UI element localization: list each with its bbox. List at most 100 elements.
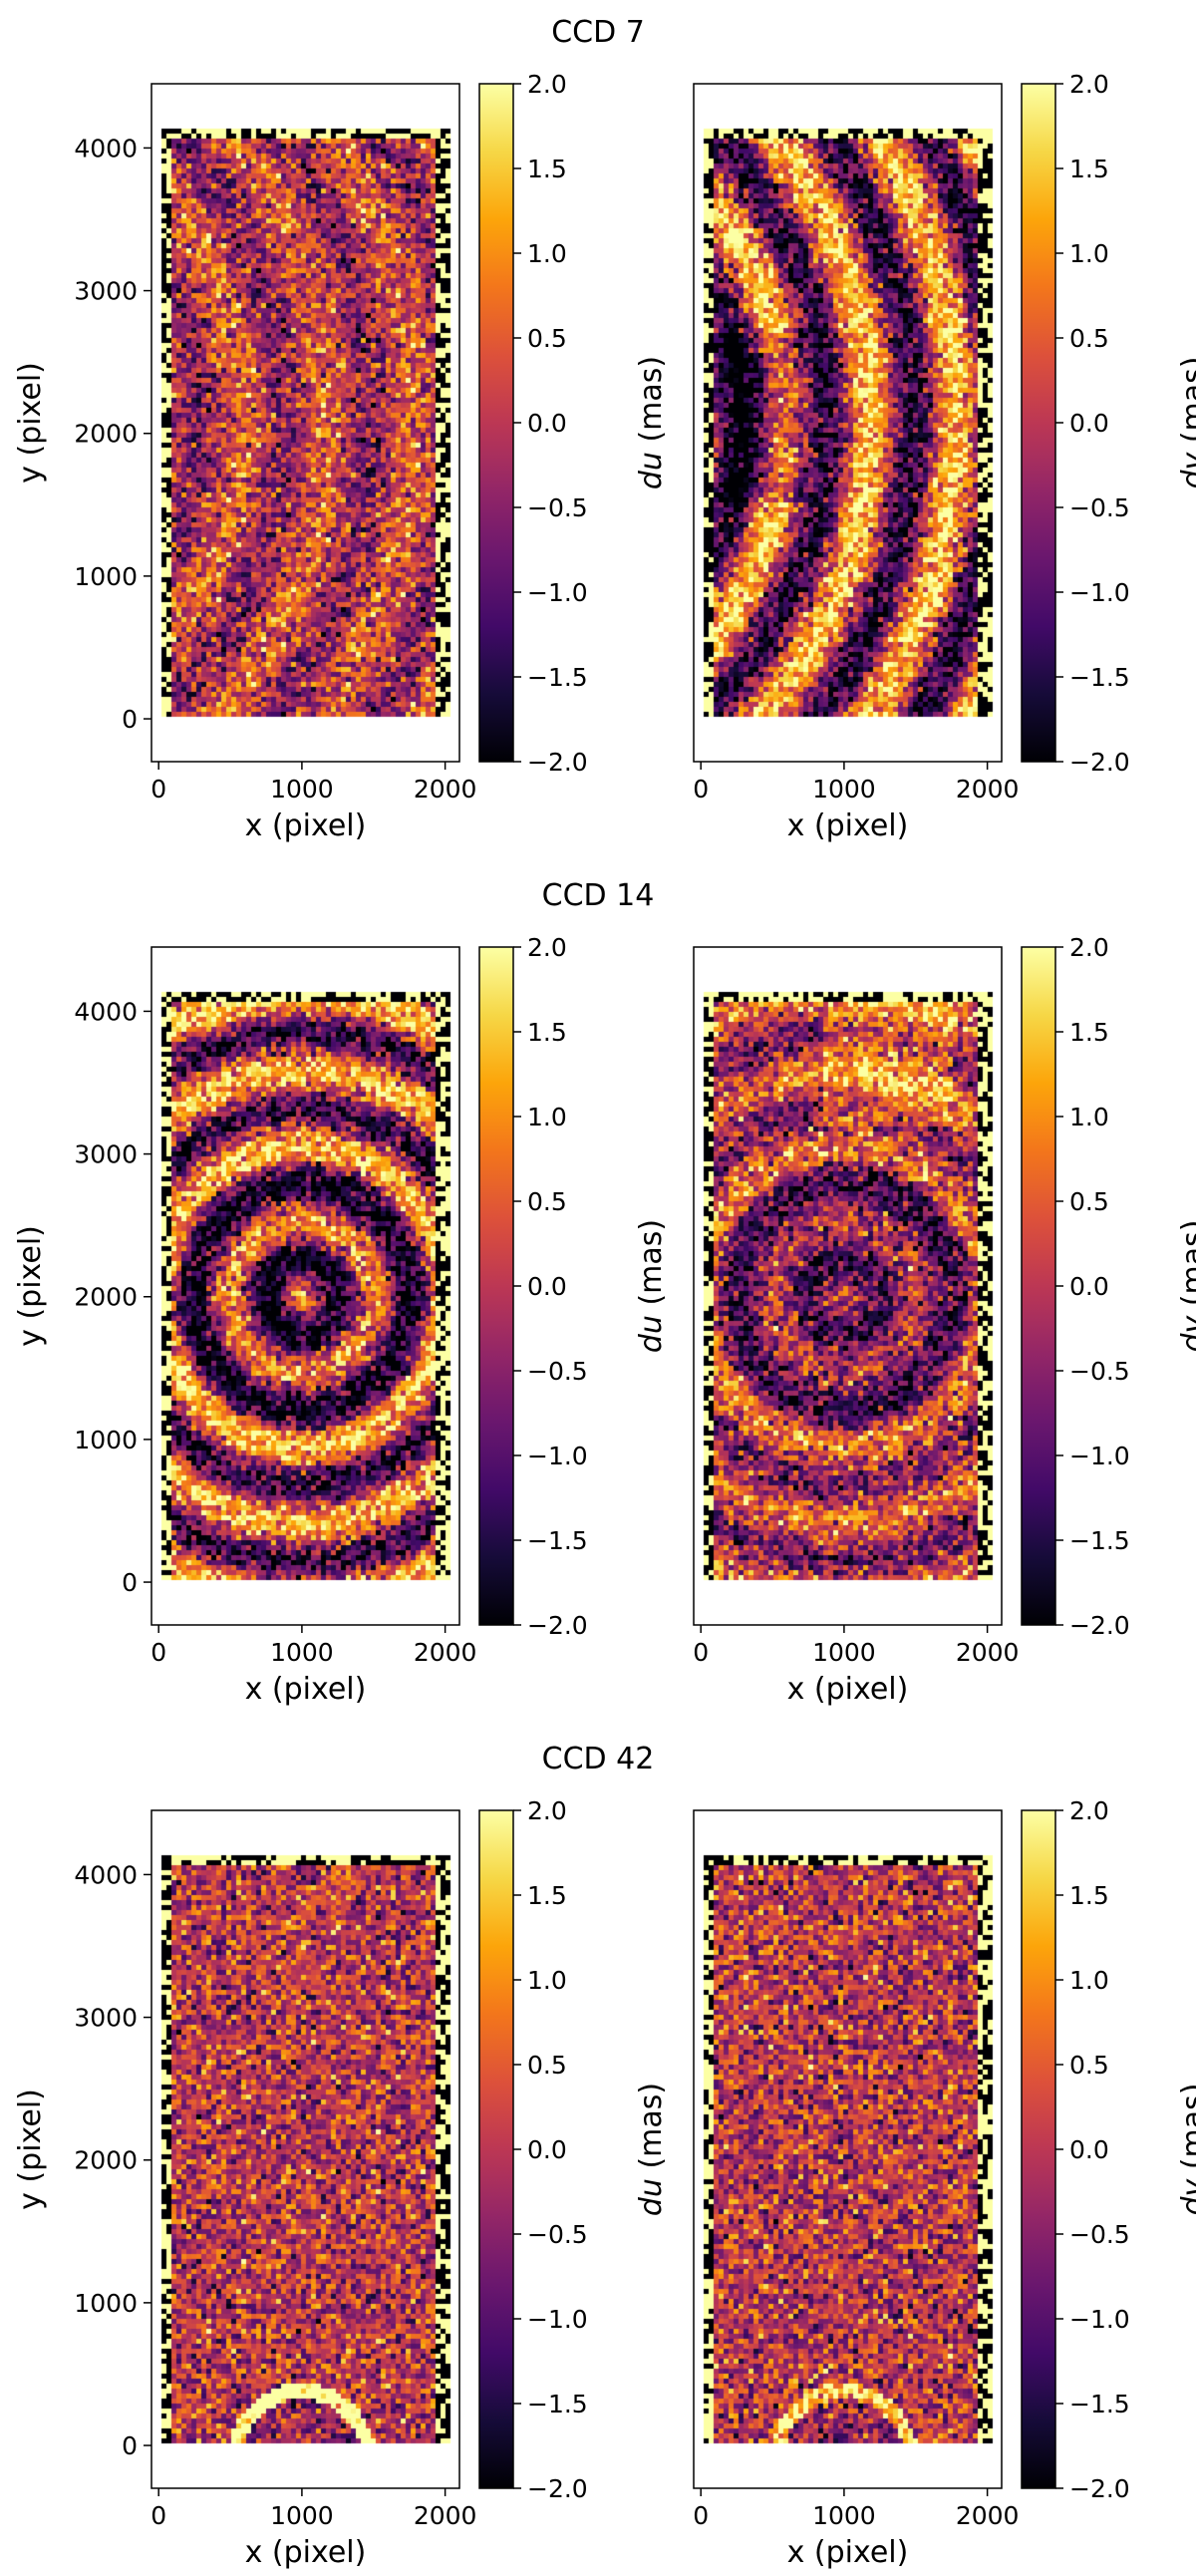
colorbar-tick-label: 0.5	[527, 324, 567, 353]
x-axis-label: x (pixel)	[787, 808, 909, 843]
y-tick-label: 0	[122, 2431, 138, 2460]
subplot-dv: 0 1000 2000 x (pixel) 2.0 1.5 1.0 0.5 0.0 −0.5 −1.…	[693, 70, 1196, 843]
colorbar-tick-label: −1.5	[1069, 2390, 1130, 2418]
panel-ccd-42: CCD 42 0 1000 2000 x (pixel) 0 1000 2000 3000 400…	[13, 1742, 1196, 2570]
colorbar-tick-label: −2.0	[527, 748, 588, 777]
subplot-du: 0 1000 2000 x (pixel) 0 1000 2000 3000 4000 y (pi…	[13, 933, 669, 1707]
x-axis-label: x (pixel)	[245, 808, 367, 843]
colorbar-tick-label: 1.5	[1069, 1881, 1109, 1910]
axes-frame	[693, 946, 1003, 1626]
colorbar-tick-label: 2.0	[1069, 1796, 1109, 1825]
colorbar	[478, 83, 514, 763]
colorbar	[478, 1809, 514, 2489]
colorbar	[1021, 1809, 1056, 2489]
colorbar-tick-label: −0.5	[527, 493, 588, 522]
heatmap-image	[694, 1810, 1002, 2488]
colorbar	[1021, 83, 1056, 763]
colorbar-label-unit: (mas)	[634, 2083, 669, 2178]
colorbar-tick-label: −1.0	[1069, 1442, 1130, 1470]
x-tick-label: 2000	[414, 775, 477, 804]
colorbar-tick-label: −0.5	[1069, 493, 1130, 522]
colorbar-label-variable: du	[634, 1315, 669, 1353]
colorbar-tick-label: 1.5	[1069, 155, 1109, 183]
heatmap-image	[694, 84, 1002, 762]
colorbar-tick-label: −1.0	[1069, 2305, 1130, 2334]
colorbar-tick-label: −1.5	[527, 663, 588, 692]
colorbar-tick-label: 2.0	[527, 1796, 567, 1825]
y-tick-label: 3000	[74, 277, 138, 306]
colorbar-tick-label: −0.5	[1069, 1357, 1130, 1386]
colorbar-tick-label: −2.0	[527, 1611, 588, 1640]
x-tick-label: 2000	[956, 2501, 1020, 2530]
x-tick-label: 2000	[414, 1638, 477, 1667]
subplot-dv: 0 1000 2000 x (pixel) 2.0 1.5 1.0 0.5 0.0 −0.5 −1.…	[693, 933, 1196, 1707]
colorbar-label-variable: dv	[1176, 1314, 1196, 1352]
colorbar-tick-label: 1.0	[1069, 1966, 1109, 1995]
colorbar-label: dv (mas)	[1176, 2084, 1196, 2216]
colorbar-tick-label: 1.0	[527, 1966, 567, 1995]
colorbar-tick-label: 0.0	[527, 1272, 567, 1301]
colorbar-label-variable: du	[634, 2178, 669, 2216]
x-axis-label: x (pixel)	[245, 2535, 367, 2570]
x-tick-label: 1000	[812, 2501, 876, 2530]
axes-frame	[693, 1809, 1003, 2489]
colorbar-label: du (mas)	[634, 1219, 669, 1353]
x-tick-label: 0	[150, 2501, 166, 2530]
x-tick-label: 0	[150, 775, 166, 804]
colorbar-label: dv (mas)	[1176, 357, 1196, 489]
colorbar-label-variable: dv	[1176, 2177, 1196, 2215]
colorbar-label-unit: (mas)	[1176, 2084, 1196, 2179]
heatmap-image	[151, 84, 459, 762]
colorbar-label: du (mas)	[634, 2083, 669, 2216]
colorbar-tick-label: 2.0	[1069, 70, 1109, 99]
colorbar-tick-label: −2.0	[1069, 1611, 1130, 1640]
y-axis-label: y (pixel)	[13, 1225, 48, 1347]
subplot-dv: 0 1000 2000 x (pixel) 2.0 1.5 1.0 0.5 0.0 −0.5 −1.…	[693, 1796, 1196, 2570]
x-axis-label: x (pixel)	[787, 2535, 909, 2570]
y-tick-label: 1000	[74, 562, 138, 591]
heatmap-image	[694, 947, 1002, 1625]
x-tick-label: 1000	[270, 775, 334, 804]
colorbar-tick-label: 0.0	[527, 2135, 567, 2164]
colorbar-tick-label: 0.0	[1069, 409, 1109, 438]
colorbar-tick-label: −1.5	[1069, 1526, 1130, 1555]
colorbar-label: dv (mas)	[1176, 1220, 1196, 1353]
colorbar-label-unit: (mas)	[1176, 357, 1196, 453]
colorbar-tick-label: −0.5	[527, 1357, 588, 1386]
x-axis-label: x (pixel)	[245, 1672, 367, 1707]
colorbar-tick-label: −1.5	[527, 2390, 588, 2418]
x-tick-label: 2000	[414, 2501, 477, 2530]
colorbar-tick-label: 1.5	[527, 155, 567, 183]
colorbar-tick-label: −2.0	[1069, 2474, 1130, 2503]
colorbar-tick-label: 0.5	[527, 1187, 567, 1216]
colorbar-label-unit: (mas)	[634, 1219, 669, 1315]
colorbar-tick-label: 1.5	[527, 1018, 567, 1047]
axes-frame	[150, 1809, 460, 2489]
x-axis-label: x (pixel)	[787, 1672, 909, 1707]
y-tick-label: 0	[122, 705, 138, 734]
colorbar-tick-label: 0.0	[1069, 2135, 1109, 2164]
x-tick-label: 1000	[270, 1638, 334, 1667]
colorbar-tick-label: −0.5	[1069, 2220, 1130, 2249]
colorbar-label-variable: dv	[1176, 451, 1196, 488]
x-tick-label: 0	[693, 775, 709, 804]
colorbar-tick-label: 1.5	[527, 1881, 567, 1910]
y-tick-label: 3000	[74, 2004, 138, 2033]
colorbar-tick-label: 1.0	[1069, 1103, 1109, 1131]
y-axis-label: y (pixel)	[13, 362, 48, 483]
colorbar-label-variable: du	[634, 452, 669, 489]
y-tick-label: 4000	[74, 1860, 138, 1889]
colorbar-tick-label: 2.0	[1069, 933, 1109, 962]
x-tick-label: 1000	[812, 1638, 876, 1667]
colorbar-tick-label: −0.5	[527, 2220, 588, 2249]
axes-frame	[150, 83, 460, 763]
colorbar-tick-label: −1.0	[1069, 578, 1130, 607]
x-tick-label: 1000	[812, 775, 876, 804]
colorbar-tick-label: 2.0	[527, 70, 567, 99]
y-tick-label: 2000	[74, 1283, 138, 1312]
y-tick-label: 4000	[74, 997, 138, 1026]
subplot-du: 0 1000 2000 x (pixel) 0 1000 2000 3000 4000 y (pi…	[13, 70, 669, 843]
colorbar-tick-label: 0.5	[1069, 1187, 1109, 1216]
colorbar-tick-label: −2.0	[1069, 748, 1130, 777]
